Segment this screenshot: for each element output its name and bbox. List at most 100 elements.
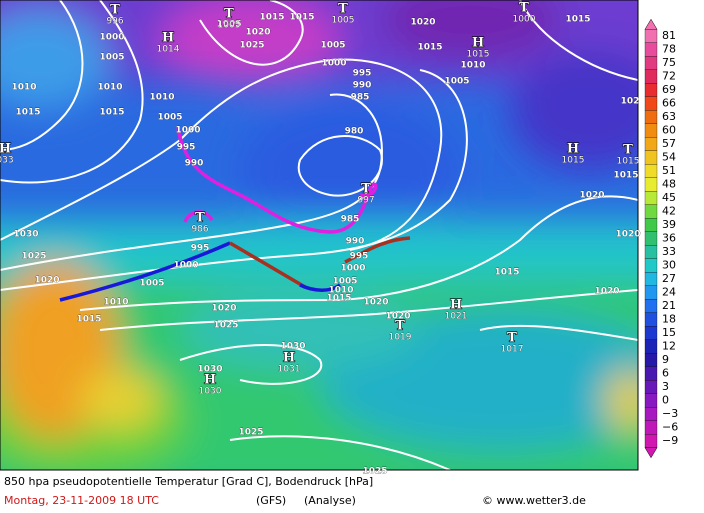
legend-label: 9 [662, 353, 669, 366]
legend-arrow-top [644, 18, 658, 30]
legend-label: 42 [662, 205, 676, 218]
isobar-label: 1020 [579, 191, 604, 201]
isobar-label: 995 [350, 252, 369, 262]
legend-label: 3 [662, 380, 669, 393]
legend-label: 18 [662, 313, 676, 326]
isobar-label: 1015 [613, 171, 638, 181]
pressure-center-value: 1005 [332, 16, 355, 26]
isobar-label: 1010 [97, 83, 122, 93]
legend-swatch [644, 380, 658, 394]
pressure-center-value: 1015 [562, 156, 585, 166]
isobar-label: 1030 [197, 365, 222, 375]
pressure-center-value: 1021 [445, 312, 468, 322]
isobar-label: 1005 [157, 113, 182, 123]
legend-label: 51 [662, 164, 676, 177]
legend-swatch [644, 177, 658, 192]
legend-swatch [644, 96, 658, 111]
isobar-label: 1025 [238, 428, 263, 438]
isobar-label: 990 [346, 237, 365, 247]
legend-swatch [644, 258, 658, 273]
caption-model: (GFS) [256, 494, 286, 507]
legend-swatch [644, 393, 658, 408]
pressure-center-value: 033 [0, 156, 14, 166]
pressure-center-value: 986 [191, 225, 208, 235]
caption-date: Montag, 23-11-2009 18 UTC [4, 494, 159, 507]
legend-swatch [644, 312, 658, 327]
pressure-center-value: 1030 [199, 387, 222, 397]
isobar-label: 980 [345, 127, 364, 137]
isobar-label: 1015 [289, 13, 314, 23]
legend-swatch [644, 326, 658, 340]
legend-swatch [644, 69, 658, 84]
legend-swatch [644, 56, 658, 70]
legend-swatch [644, 272, 658, 286]
legend-swatch [644, 434, 658, 448]
isobar-label: 995 [353, 69, 372, 79]
legend-label: 57 [662, 137, 676, 150]
legend-swatch [644, 164, 658, 178]
legend-swatch [644, 150, 658, 165]
pressure-center-value: 1019 [389, 333, 412, 343]
legend-swatch [644, 29, 658, 43]
isobar-label: 1010 [328, 286, 353, 296]
isobar-label: 1015 [15, 108, 40, 118]
isobar-label: 1020 [211, 304, 236, 314]
isobar-label: 1020 [385, 312, 410, 322]
caption-credit: © www.wetter3.de [482, 494, 586, 507]
legend-label: 69 [662, 83, 676, 96]
legend-swatch [644, 110, 658, 124]
pressure-center-value: 1015 [617, 157, 640, 167]
legend-swatch [644, 339, 658, 354]
pressure-center-value: 997 [357, 196, 374, 206]
isobar-label: 1020 [594, 287, 619, 297]
pressure-center-letter: T [623, 143, 633, 158]
pressure-center-value: 1014 [157, 45, 180, 55]
pressure-center-value: 1005 [218, 21, 241, 31]
legend-label: −3 [662, 407, 678, 420]
isobar-label: 1025 [239, 41, 264, 51]
legend-label: 6 [662, 367, 669, 380]
pressure-center-letter: H [567, 142, 579, 157]
isobar-label: 1020 [245, 28, 270, 38]
legend-label: 54 [662, 151, 676, 164]
legend-swatch [644, 191, 658, 205]
legend-swatch [644, 245, 658, 259]
legend-swatch [644, 366, 658, 381]
pressure-center-value: 1031 [278, 365, 301, 375]
isobar-label: 1025 [21, 252, 46, 262]
pressure-center-letter: T [110, 3, 120, 18]
isobar-label: 1005 [216, 20, 241, 30]
legend-swatch [644, 420, 658, 435]
isobar-label: 1025 [362, 467, 387, 477]
isobar-label: 1015 [99, 108, 124, 118]
isobar-label: 1010 [149, 93, 174, 103]
legend-label: 63 [662, 110, 676, 123]
isobar-label: 1020 [615, 230, 640, 240]
legend-label: 12 [662, 340, 676, 353]
isobar-label: 1010 [103, 298, 128, 308]
legend-label: 78 [662, 43, 676, 56]
isobar-label: 985 [351, 93, 370, 103]
pressure-center-letter: H [283, 351, 295, 366]
legend-label: 39 [662, 218, 676, 231]
pressure-center-letter: T [361, 182, 371, 197]
pressure-center-letter: T [224, 7, 234, 22]
pressure-center-letter: H [472, 36, 484, 51]
isobar-label: 1015 [76, 315, 101, 325]
isobar-label: 1000 [321, 59, 346, 69]
legend-label: 15 [662, 326, 676, 339]
pressure-center-letter: H [0, 142, 11, 157]
fronts [59, 127, 411, 302]
legend-label: 72 [662, 70, 676, 83]
isobar-label: 1025 [213, 321, 238, 331]
pressure-center-value: 1000 [513, 15, 536, 25]
isobars [0, 0, 638, 470]
isobar-label: 1015 [417, 43, 442, 53]
legend-label: 27 [662, 272, 676, 285]
isobar-label: 1030 [13, 230, 38, 240]
caption-box [0, 471, 638, 513]
legend-swatch [644, 299, 658, 313]
isobar-label: 1015 [326, 294, 351, 304]
isobar-label: 1000 [173, 261, 198, 271]
